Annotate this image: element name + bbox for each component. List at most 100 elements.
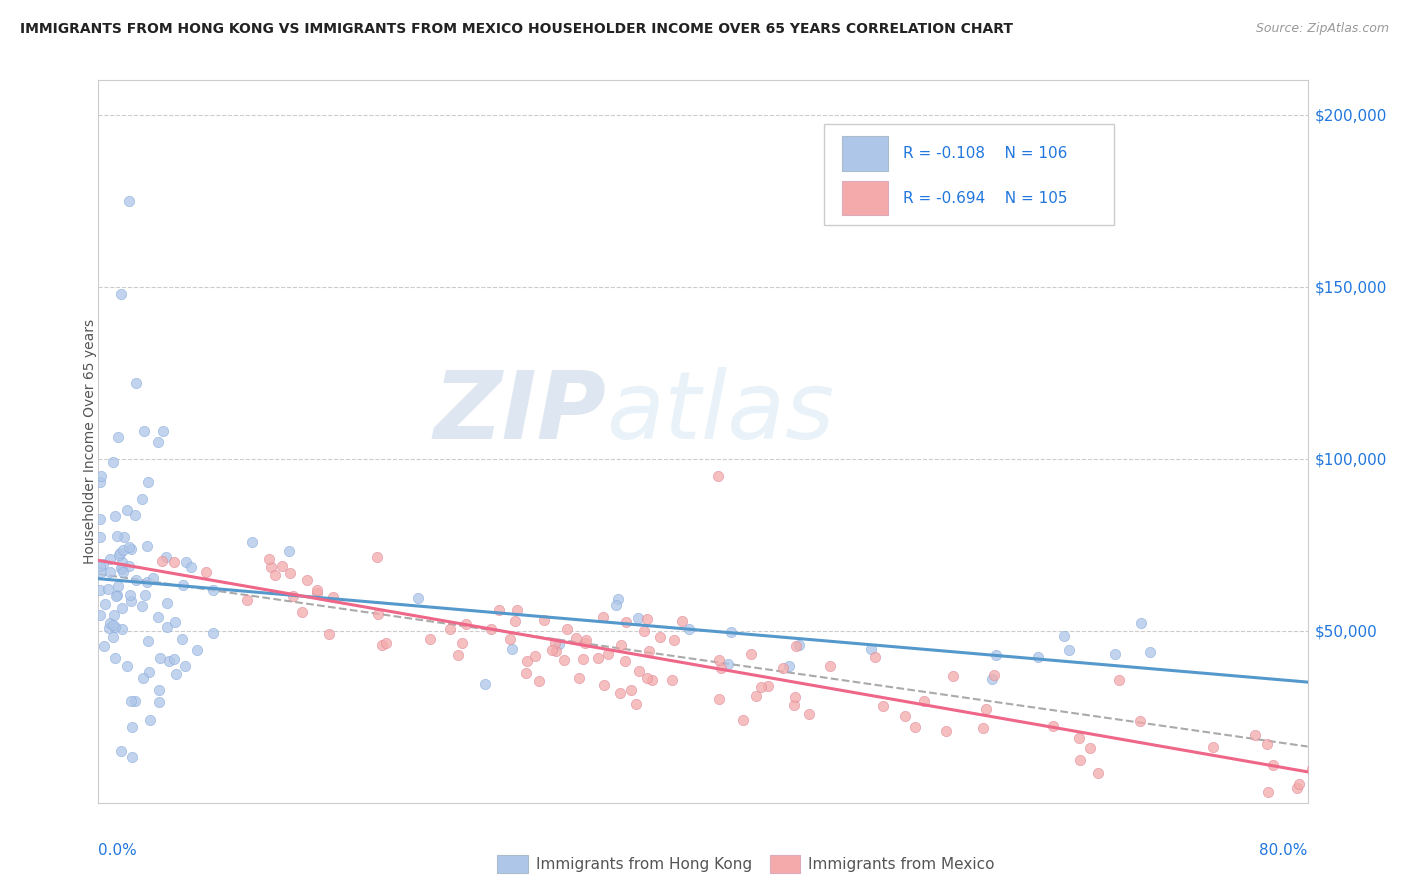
Point — [366, 549, 388, 564]
Point — [720, 625, 742, 640]
Point — [785, 640, 807, 654]
Point — [772, 661, 794, 675]
Point — [731, 714, 754, 728]
Point — [555, 622, 578, 636]
FancyBboxPatch shape — [842, 181, 889, 215]
Point — [613, 654, 636, 668]
Point — [488, 603, 510, 617]
Point — [641, 673, 664, 687]
Point — [136, 633, 159, 648]
Point — [596, 647, 619, 661]
Point — [783, 690, 806, 705]
Point — [717, 657, 740, 671]
Point — [124, 508, 146, 522]
Point — [157, 654, 180, 668]
Point — [605, 598, 627, 612]
Point — [90, 565, 112, 579]
Point — [186, 643, 208, 657]
Point — [120, 588, 142, 602]
Point — [107, 578, 129, 592]
Point — [1053, 629, 1076, 643]
Point — [614, 615, 637, 629]
Point — [586, 650, 609, 665]
Point — [593, 678, 616, 692]
Point — [271, 558, 294, 573]
Point — [98, 551, 121, 566]
Point — [627, 664, 650, 678]
Point — [131, 491, 153, 506]
Point — [516, 654, 538, 668]
Point — [533, 613, 555, 627]
Point — [626, 697, 648, 711]
Point — [107, 588, 129, 602]
Point — [90, 469, 112, 483]
Point — [120, 594, 142, 608]
Point — [515, 665, 537, 680]
Point — [783, 698, 806, 713]
Point — [1139, 645, 1161, 659]
Point — [236, 593, 259, 607]
FancyBboxPatch shape — [498, 855, 527, 873]
Point — [139, 714, 162, 728]
Point — [103, 608, 125, 623]
Point — [111, 622, 134, 636]
Point — [606, 591, 628, 606]
Point — [1301, 762, 1323, 776]
Point — [201, 625, 224, 640]
Point — [132, 671, 155, 685]
Point — [89, 512, 111, 526]
Point — [111, 555, 134, 569]
Point — [257, 551, 280, 566]
Point — [474, 677, 496, 691]
Point — [104, 650, 127, 665]
Point — [318, 627, 340, 641]
Point — [904, 720, 927, 734]
Point — [1202, 739, 1225, 754]
Point — [240, 535, 263, 549]
Point — [648, 630, 671, 644]
Point — [1026, 650, 1049, 665]
Point — [148, 695, 170, 709]
Point — [865, 650, 887, 665]
Point — [609, 685, 631, 699]
Point — [707, 691, 730, 706]
Point — [367, 607, 389, 621]
Point — [103, 630, 125, 644]
Y-axis label: Householder Income Over 65 years: Householder Income Over 65 years — [83, 319, 97, 564]
Point — [1129, 714, 1152, 729]
Point — [1104, 647, 1126, 661]
Point — [156, 596, 179, 610]
Point — [124, 694, 146, 708]
Point — [756, 679, 779, 693]
Point — [1256, 738, 1278, 752]
Point — [163, 652, 186, 666]
Point — [152, 424, 174, 438]
Point — [125, 573, 148, 587]
Point — [1087, 766, 1109, 780]
Point — [305, 585, 328, 599]
Point — [93, 639, 115, 653]
Point — [111, 601, 134, 615]
Point — [111, 542, 134, 557]
Point — [541, 643, 564, 657]
Point — [98, 616, 121, 631]
Point — [132, 424, 155, 438]
Point — [98, 566, 121, 580]
Point — [797, 707, 820, 722]
Point — [749, 681, 772, 695]
Point — [120, 694, 142, 708]
Point — [110, 561, 132, 575]
Point — [98, 621, 121, 635]
Point — [163, 615, 186, 629]
Point — [91, 558, 114, 572]
FancyBboxPatch shape — [842, 136, 889, 170]
Point — [553, 653, 575, 667]
Point — [745, 689, 768, 703]
Point — [146, 610, 169, 624]
Point — [165, 667, 187, 681]
Point — [104, 619, 127, 633]
Point — [501, 642, 523, 657]
Point — [131, 599, 153, 614]
FancyBboxPatch shape — [824, 124, 1114, 225]
Point — [408, 591, 430, 605]
